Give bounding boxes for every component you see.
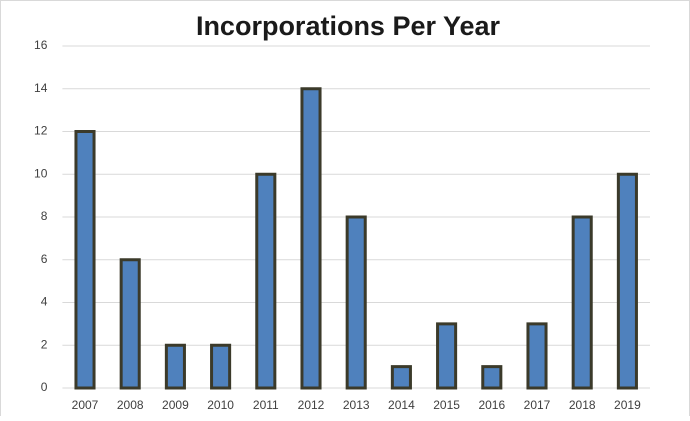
y-tick-label: 0 bbox=[41, 380, 48, 394]
x-tick-label: 2008 bbox=[117, 398, 144, 412]
x-tick-label: 2013 bbox=[343, 398, 370, 412]
bar bbox=[210, 343, 232, 390]
bar bbox=[481, 365, 503, 390]
y-tick-label: 16 bbox=[34, 38, 48, 52]
x-tick-label: 2019 bbox=[614, 398, 641, 412]
bar bbox=[616, 172, 638, 390]
x-tick-label: 2017 bbox=[524, 398, 551, 412]
chart-title: Incorporations Per Year bbox=[196, 11, 501, 41]
y-tick-label: 14 bbox=[34, 81, 48, 95]
y-tick-label: 6 bbox=[41, 252, 48, 266]
bar bbox=[526, 322, 548, 390]
x-tick-label: 2007 bbox=[72, 398, 99, 412]
bar bbox=[300, 87, 322, 390]
x-tick-label: 2009 bbox=[162, 398, 189, 412]
x-tick-label: 2014 bbox=[388, 398, 415, 412]
x-tick-label: 2018 bbox=[569, 398, 596, 412]
bar bbox=[255, 172, 277, 390]
y-tick-label: 8 bbox=[41, 209, 48, 223]
y-tick-label: 4 bbox=[41, 295, 48, 309]
bar bbox=[390, 365, 412, 390]
bar bbox=[74, 130, 96, 390]
y-tick-label: 10 bbox=[34, 166, 48, 180]
x-tick-label: 2015 bbox=[433, 398, 460, 412]
x-tick-label: 2010 bbox=[207, 398, 234, 412]
bar bbox=[345, 215, 367, 390]
x-tick-label: 2012 bbox=[298, 398, 325, 412]
bar bbox=[436, 322, 458, 390]
x-tick-label: 2016 bbox=[478, 398, 505, 412]
y-tick-label: 12 bbox=[34, 124, 48, 138]
bar bbox=[119, 258, 141, 390]
y-tick-label: 2 bbox=[41, 337, 48, 351]
bar bbox=[571, 215, 593, 390]
bar bbox=[164, 343, 186, 390]
x-tick-label: 2011 bbox=[253, 398, 279, 412]
